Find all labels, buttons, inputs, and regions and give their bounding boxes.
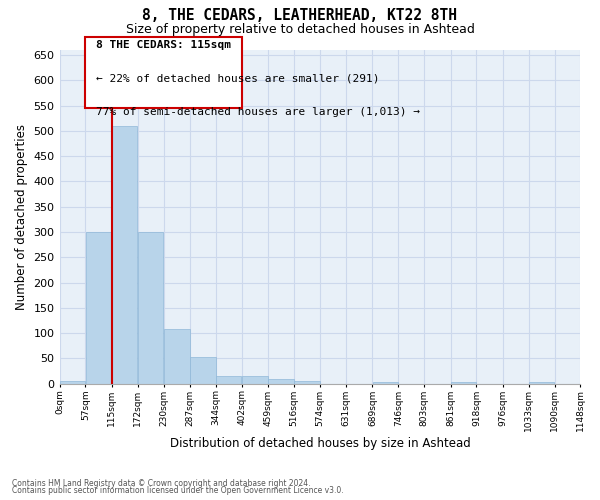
Bar — [164, 329, 190, 384]
Bar — [86, 232, 111, 384]
Bar — [529, 382, 554, 384]
Text: 77% of semi-detached houses are larger (1,013) →: 77% of semi-detached houses are larger (… — [96, 106, 420, 117]
Bar — [242, 376, 268, 384]
Bar — [60, 381, 85, 384]
Bar — [294, 381, 320, 384]
Text: Size of property relative to detached houses in Ashtead: Size of property relative to detached ho… — [125, 22, 475, 36]
FancyBboxPatch shape — [85, 36, 242, 108]
X-axis label: Distribution of detached houses by size in Ashtead: Distribution of detached houses by size … — [170, 437, 470, 450]
Y-axis label: Number of detached properties: Number of detached properties — [15, 124, 28, 310]
Bar — [268, 378, 293, 384]
Text: 8, THE CEDARS, LEATHERHEAD, KT22 8TH: 8, THE CEDARS, LEATHERHEAD, KT22 8TH — [143, 8, 458, 22]
Text: Contains HM Land Registry data © Crown copyright and database right 2024.: Contains HM Land Registry data © Crown c… — [12, 478, 311, 488]
Text: 8 THE CEDARS: 115sqm: 8 THE CEDARS: 115sqm — [96, 40, 231, 50]
Text: Contains public sector information licensed under the Open Government Licence v3: Contains public sector information licen… — [12, 486, 344, 495]
Bar — [138, 232, 163, 384]
Bar — [373, 382, 398, 384]
Bar — [112, 126, 137, 384]
Bar — [190, 357, 215, 384]
Bar — [216, 376, 241, 384]
Bar — [451, 382, 476, 384]
Text: ← 22% of detached houses are smaller (291): ← 22% of detached houses are smaller (29… — [96, 74, 379, 84]
